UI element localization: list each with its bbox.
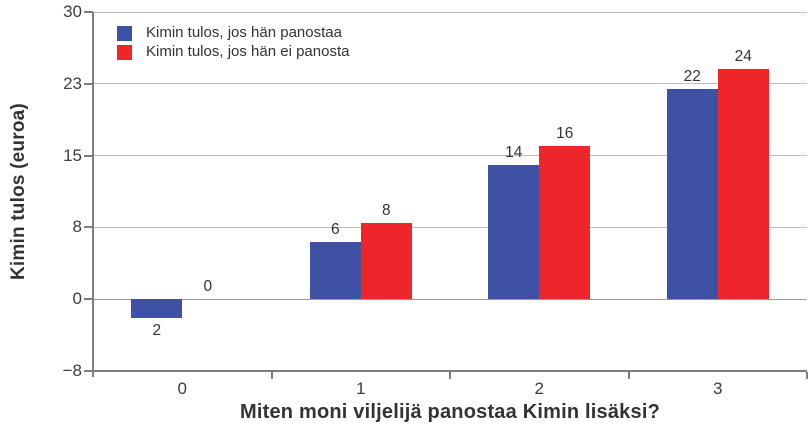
y-tick-label: 23 bbox=[63, 73, 82, 93]
y-tick-label: 30 bbox=[63, 2, 82, 21]
x-tick-mark bbox=[627, 372, 630, 379]
y-tick-mark bbox=[84, 11, 93, 13]
legend-swatch-red bbox=[117, 44, 132, 60]
y-tick-mark bbox=[84, 226, 93, 229]
y-tick-mark bbox=[84, 298, 93, 301]
bar-value-label: 2 bbox=[152, 322, 162, 340]
gridline bbox=[93, 226, 807, 228]
x-axis-line bbox=[93, 370, 807, 372]
legend-label: Kimin tulos, jos hän ei panosta bbox=[146, 43, 350, 60]
bar bbox=[539, 146, 591, 300]
bar-value-label: 14 bbox=[505, 144, 523, 162]
bar bbox=[666, 88, 718, 300]
legend: Kimin tulos, jos hän panostaa Kimin tulo… bbox=[117, 25, 349, 60]
gridline bbox=[93, 83, 807, 85]
y-tick-mark bbox=[84, 82, 93, 85]
bar bbox=[131, 299, 183, 319]
y-axis-title: Kimin tulos (euroa) bbox=[8, 103, 29, 280]
category-tick-label: 1 bbox=[356, 379, 366, 398]
y-tick-label: 8 bbox=[72, 217, 82, 237]
bar-value-label: 22 bbox=[683, 67, 701, 85]
bar bbox=[309, 241, 361, 300]
category-tick-label: 0 bbox=[177, 379, 187, 398]
y-tick-mark bbox=[84, 154, 93, 157]
legend-label: Kimin tulos, jos hän panostaa bbox=[146, 24, 342, 41]
x-tick-mark bbox=[806, 372, 808, 379]
y-tick-label: 0 bbox=[72, 289, 82, 309]
category-tick-label: 3 bbox=[713, 379, 723, 398]
y-tick-mark bbox=[84, 370, 93, 372]
x-tick-mark bbox=[449, 372, 451, 379]
x-tick-mark bbox=[270, 372, 273, 379]
bar-value-label: 0 bbox=[203, 278, 213, 296]
x-axis-title: Miten moni viljelijä panostaa Kimin lisä… bbox=[239, 401, 661, 423]
bar-value-label: 6 bbox=[330, 220, 340, 238]
bar-value-label: 16 bbox=[556, 125, 574, 143]
bar bbox=[360, 222, 412, 300]
y-tick-label: −8 bbox=[62, 361, 82, 380]
y-axis-line bbox=[92, 12, 94, 377]
y-tick-label: 15 bbox=[63, 145, 82, 165]
bar-value-label: 24 bbox=[734, 48, 752, 66]
gridline bbox=[93, 155, 807, 157]
legend-item-ei-panosta: Kimin tulos, jos hän ei panosta bbox=[117, 44, 349, 60]
category-tick-label: 2 bbox=[534, 379, 544, 398]
bar bbox=[717, 69, 769, 300]
bar bbox=[488, 165, 540, 300]
bar-value-label: 8 bbox=[381, 201, 391, 219]
plot-area: 2 0 6 8 14 16 22 24 Kimin tulos, jos hän panost… bbox=[93, 11, 807, 372]
gridline bbox=[93, 298, 807, 300]
legend-swatch-blue bbox=[117, 25, 132, 41]
gridline bbox=[93, 11, 807, 13]
legend-item-panostaa: Kimin tulos, jos hän panostaa bbox=[117, 25, 349, 41]
